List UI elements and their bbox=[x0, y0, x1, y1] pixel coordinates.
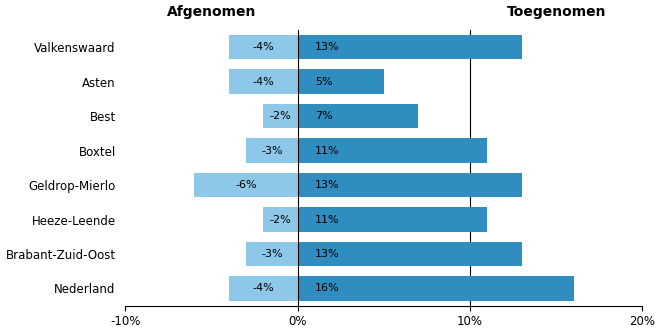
Text: -6%: -6% bbox=[235, 180, 257, 190]
Text: -3%: -3% bbox=[261, 146, 283, 156]
Text: 11%: 11% bbox=[315, 214, 340, 224]
Bar bbox=[297, 35, 522, 59]
Text: 13%: 13% bbox=[315, 180, 340, 190]
Text: -4%: -4% bbox=[253, 284, 274, 294]
Text: 16%: 16% bbox=[315, 284, 340, 294]
Text: -3%: -3% bbox=[261, 249, 283, 259]
Text: -2%: -2% bbox=[270, 214, 292, 224]
Text: Toegenomen: Toegenomen bbox=[506, 5, 606, 19]
Bar bbox=[263, 207, 297, 232]
Text: 7%: 7% bbox=[315, 111, 332, 121]
Bar bbox=[263, 104, 297, 129]
Bar bbox=[297, 241, 522, 267]
Bar bbox=[297, 173, 522, 197]
Bar bbox=[297, 276, 574, 301]
Bar bbox=[229, 35, 297, 59]
Text: 13%: 13% bbox=[315, 42, 340, 52]
Bar bbox=[229, 276, 297, 301]
Text: 5%: 5% bbox=[315, 76, 332, 87]
Bar bbox=[246, 241, 297, 267]
Text: -2%: -2% bbox=[270, 111, 292, 121]
Bar bbox=[297, 69, 384, 94]
Text: Afgenomen: Afgenomen bbox=[167, 5, 256, 19]
Bar bbox=[246, 138, 297, 163]
Bar bbox=[297, 207, 487, 232]
Text: 13%: 13% bbox=[315, 249, 340, 259]
Text: 11%: 11% bbox=[315, 146, 340, 156]
Text: -4%: -4% bbox=[253, 76, 274, 87]
Bar bbox=[229, 69, 297, 94]
Bar bbox=[297, 138, 487, 163]
Text: -4%: -4% bbox=[253, 42, 274, 52]
Bar bbox=[297, 104, 418, 129]
Bar bbox=[194, 173, 297, 197]
